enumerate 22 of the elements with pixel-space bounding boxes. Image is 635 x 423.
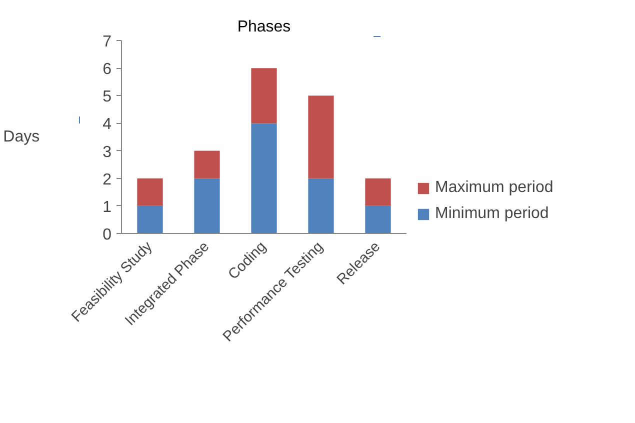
chart-title: Phases	[237, 18, 291, 36]
bar	[365, 206, 391, 234]
legend-label: Maximum period	[435, 179, 554, 197]
y-tick-label: 5	[102, 88, 112, 106]
y-tick-label: 3	[102, 144, 112, 161]
bar	[194, 150, 220, 178]
bar	[251, 123, 277, 234]
bar	[251, 68, 277, 124]
bar	[137, 178, 163, 206]
bar	[137, 206, 163, 234]
y-tick-label: 4	[102, 116, 112, 134]
y-tick-label: 6	[102, 61, 112, 78]
bar	[308, 96, 334, 178]
bar	[365, 178, 391, 206]
y-tick-label: 1	[102, 198, 112, 216]
y-axis-title: Days	[3, 128, 40, 146]
y-tick-label: 2	[102, 171, 112, 188]
bar	[194, 178, 220, 234]
bar	[308, 178, 334, 234]
legend-label: Minimum period	[435, 205, 549, 223]
y-tick-label: 7	[102, 34, 112, 50]
y-tick-label: 0	[102, 226, 112, 244]
